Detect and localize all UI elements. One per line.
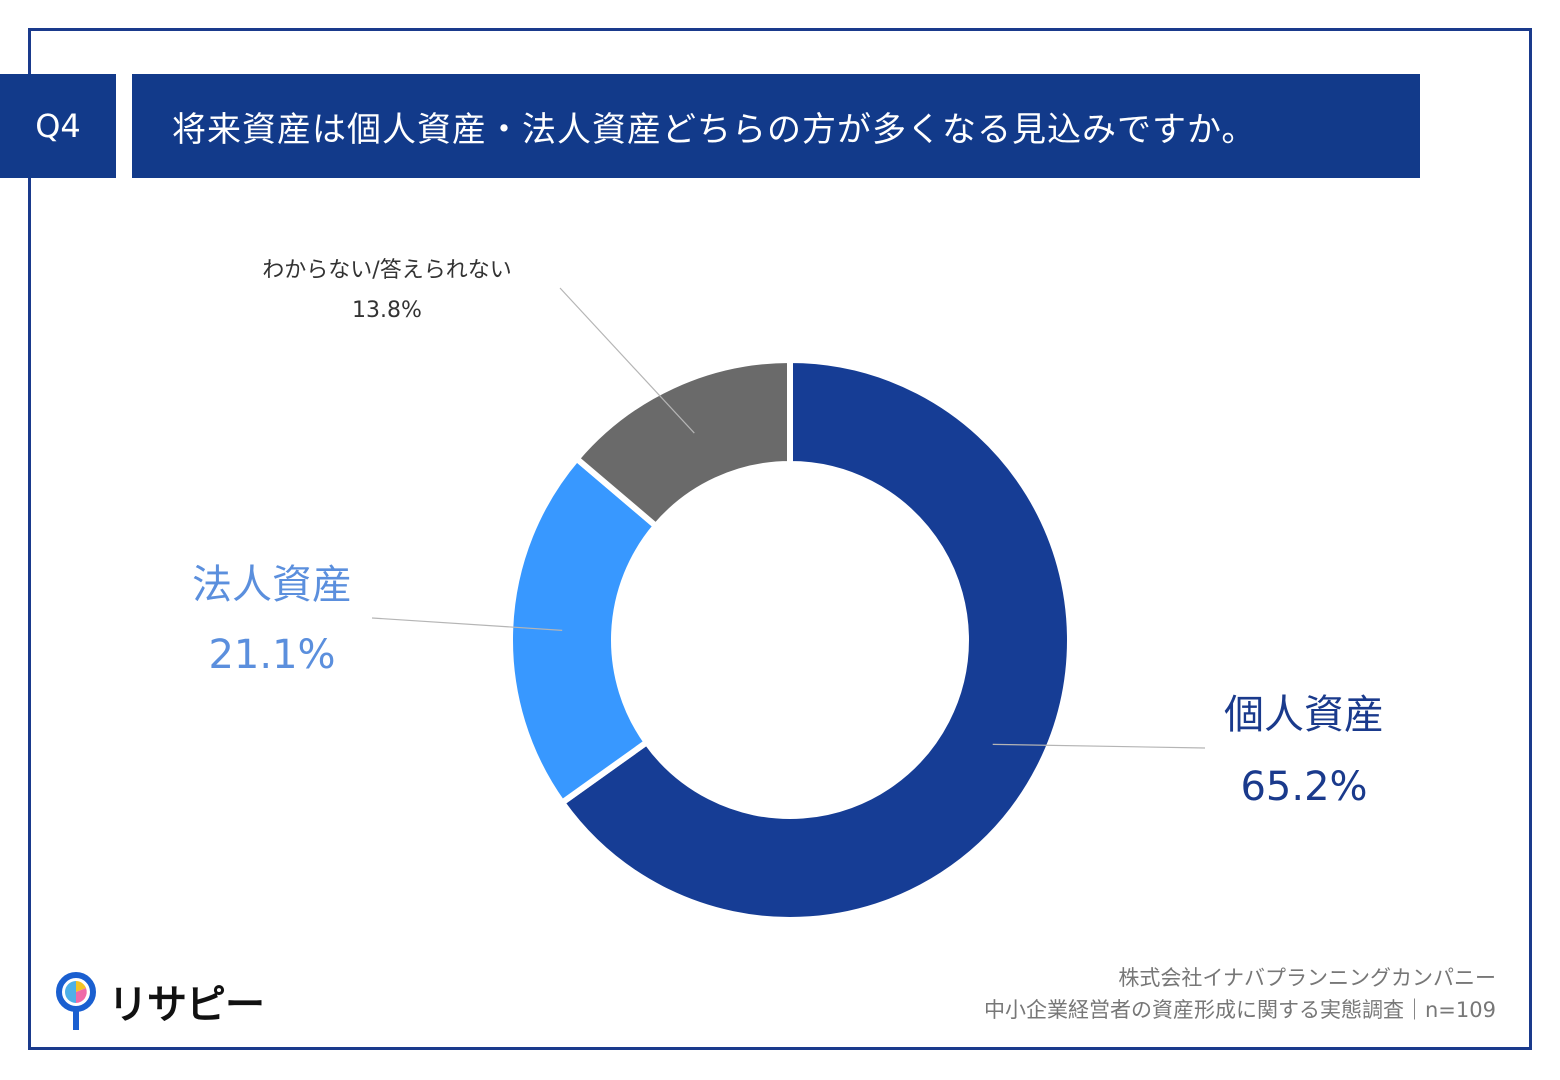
source-survey: 中小企業経営者の資産形成に関する実態調査｜n=109 <box>984 998 1496 1022</box>
question-number: Q4 <box>0 74 116 178</box>
leader-corporate <box>371 617 563 631</box>
source-note: 株式会社イナバプランニングカンパニー 中小企業経営者の資産形成に関する実態調査｜… <box>984 962 1496 1026</box>
slice-personal <box>557 356 1073 923</box>
logo-text: リサピー <box>108 982 265 1028</box>
slice-unknown <box>572 356 793 531</box>
slice-corporate <box>507 454 661 807</box>
label-unknown-name: わからない/答えられない <box>262 258 512 283</box>
question-title: 将来資産は個人資産・法人資産どちらの方が多くなる見込みですか。 <box>132 74 1420 178</box>
brand-logo: リサピー <box>52 970 265 1032</box>
label-unknown-value: 13.8% <box>352 298 422 323</box>
label-corporate-name: 法人資産 <box>192 562 352 608</box>
label-corporate-value: 21.1% <box>208 632 336 678</box>
label-personal-name: 個人資産 <box>1224 692 1384 738</box>
label-personal-value: 65.2% <box>1240 764 1368 810</box>
pin-icon <box>56 972 96 1030</box>
source-company: 株式会社イナバプランニングカンパニー <box>1118 966 1496 990</box>
chart-frame <box>28 28 1532 1050</box>
leader-personal <box>992 743 1206 749</box>
leader-unknown <box>559 287 695 434</box>
